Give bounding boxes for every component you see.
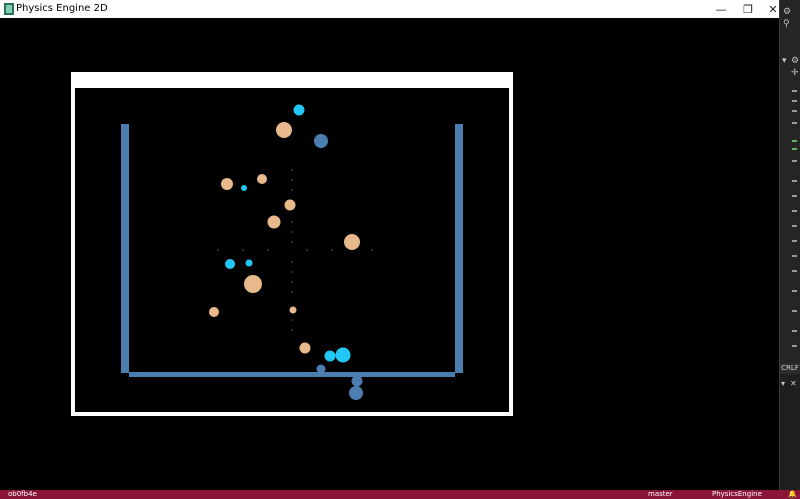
- close-button[interactable]: ✕: [768, 2, 778, 16]
- close-panel-icon[interactable]: ✕: [790, 379, 797, 388]
- git-branch[interactable]: master: [648, 490, 673, 498]
- change-mark: [792, 140, 797, 142]
- git-commit[interactable]: ob0fb4e: [8, 490, 37, 498]
- scroll-mark: [792, 225, 797, 227]
- pin-icon[interactable]: ⚲: [783, 19, 790, 29]
- scroll-mark: [792, 122, 797, 124]
- ide-bottom-panel: ▾ ✕: [780, 375, 800, 490]
- floor: [129, 372, 455, 377]
- ball: [335, 347, 351, 363]
- ball: [349, 386, 363, 400]
- project-name[interactable]: PhysicsEngine: [712, 490, 762, 498]
- restore-button[interactable]: ❐: [743, 2, 753, 16]
- scroll-mark: [792, 180, 797, 182]
- title-bar[interactable]: Physics Engine 2D — ❐ ✕: [0, 0, 779, 18]
- scroll-mark: [792, 270, 797, 272]
- ball: [324, 350, 336, 362]
- scroll-mark: [792, 160, 797, 162]
- app-window: Physics Engine 2D — ❐ ✕: [0, 0, 780, 490]
- ball: [267, 215, 281, 229]
- app-icon: [4, 3, 14, 15]
- scroll-mark: [792, 210, 797, 212]
- ball: [276, 122, 292, 138]
- ball: [241, 185, 247, 191]
- chevron-down-icon[interactable]: ▾: [782, 56, 787, 66]
- ball: [244, 275, 262, 293]
- balls: [209, 104, 363, 400]
- ball: [351, 375, 363, 387]
- status-bar: ob0fb4e master PhysicsEngine 🔔: [0, 490, 800, 499]
- ball: [225, 259, 235, 269]
- ball: [257, 174, 267, 184]
- line-ending-indicator[interactable]: CRLF: [780, 363, 800, 373]
- scroll-mark: [792, 290, 797, 292]
- scroll-mark: [792, 195, 797, 197]
- scroll-mark: [792, 330, 797, 332]
- right-wall: [455, 124, 463, 373]
- scroll-mark: [792, 90, 797, 92]
- collapse-icon[interactable]: ▾: [781, 379, 786, 388]
- scroll-mark: [792, 345, 797, 347]
- split-icon[interactable]: ✛: [791, 68, 799, 78]
- settings-icon[interactable]: ⚙: [783, 7, 792, 17]
- gear-icon[interactable]: ⚙: [791, 56, 800, 66]
- ball: [245, 259, 253, 267]
- change-mark: [792, 148, 797, 150]
- minimize-button[interactable]: —: [715, 2, 727, 16]
- notification-icon[interactable]: 🔔: [788, 490, 797, 498]
- scroll-mark: [792, 255, 797, 257]
- ball: [344, 234, 360, 250]
- left-wall: [121, 124, 129, 373]
- scroll-mark: [792, 110, 797, 112]
- ball: [316, 364, 326, 374]
- ball: [221, 178, 233, 190]
- window-title: Physics Engine 2D: [16, 3, 108, 14]
- ball: [299, 342, 311, 354]
- simulation-canvas[interactable]: [75, 88, 509, 412]
- simulation-svg: [121, 104, 463, 400]
- ball: [209, 307, 219, 317]
- ball: [293, 104, 305, 116]
- grid-dots: [217, 169, 373, 331]
- ball: [284, 199, 296, 211]
- scroll-mark: [792, 240, 797, 242]
- ball: [289, 306, 297, 314]
- ball: [314, 134, 328, 148]
- scroll-mark: [792, 100, 797, 102]
- scroll-mark: [792, 310, 797, 312]
